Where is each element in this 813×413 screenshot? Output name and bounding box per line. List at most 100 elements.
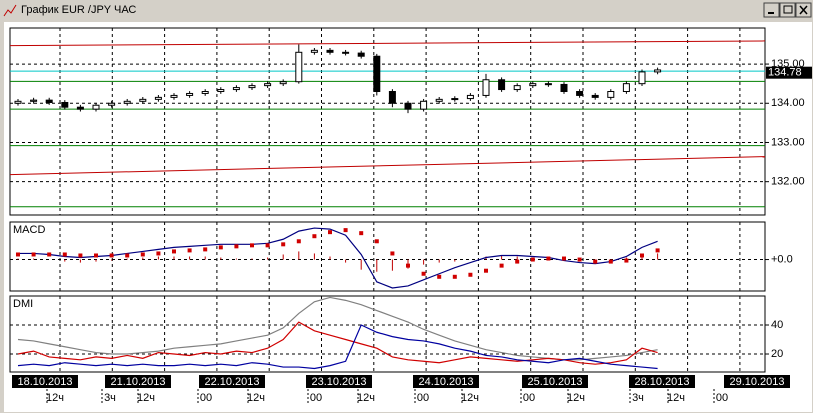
signal-dot [109,253,114,258]
maximize-button[interactable] [779,2,796,18]
level-line [9,156,766,176]
candle-body [404,102,412,110]
signal-dot [515,259,520,264]
candle-body [435,98,443,102]
signal-dot [296,239,301,244]
hour-label: 12ч [247,392,265,404]
candle-body [373,55,381,93]
signal-dot [140,252,145,257]
candle-body [544,83,552,86]
signal-dot [234,244,239,249]
panel-title: DMI [13,298,33,310]
y-tick-label: 134.00 [771,97,805,109]
last-price-box [766,66,812,79]
signal-dot [312,234,317,239]
panel-border [9,295,766,373]
signal-dot [328,230,332,235]
candle-body [342,51,350,54]
candle-body [498,79,506,91]
app-icon [3,4,17,17]
candle-body [326,49,334,53]
hour-label: 12ч [461,392,479,404]
signal-dot [78,253,83,258]
candle-body [466,94,474,100]
candle-body [560,83,568,93]
signal-dot [593,259,598,264]
date-label: 29.10.2013 [729,376,784,388]
hour-label: 12ч [357,392,375,404]
signal-dot [47,252,52,257]
date-label: 23.10.2013 [311,376,366,388]
panel-border [9,27,766,216]
date-box [12,375,78,388]
hour-label: 00 [523,392,535,404]
signal-dot [16,252,20,257]
candle-body [170,94,178,98]
candle-body [186,92,194,96]
signal-dot [452,274,457,279]
signal-dot [31,252,36,257]
date-box [629,375,695,388]
date-box [306,375,372,388]
signal-dot [125,253,130,258]
minimize-button[interactable] [763,2,780,18]
candle-body [264,83,272,87]
date-label: 24.10.2013 [418,376,473,388]
candle-body [45,99,53,103]
hour-label: 12ч [46,392,64,404]
signal-dot [421,271,426,276]
candle-body [529,83,537,87]
signal-dot [546,256,551,261]
candle-body [295,51,303,83]
signal-dot [655,248,660,253]
date-label: 21.10.2013 [110,376,165,388]
date-box [522,375,588,388]
hour-label: 3ч [632,392,644,404]
hour-label: 3ч [104,392,116,404]
series-line [18,227,658,289]
candle-body [576,91,584,96]
signal-dot [281,242,286,247]
candle-body [232,87,240,91]
level-line [9,40,766,47]
signal-dot [640,253,644,258]
close-button[interactable] [795,2,812,18]
title-bar [0,0,813,20]
series-line [17,321,658,365]
date-box [199,375,265,388]
signal-dot [359,231,364,236]
signal-dot [530,257,535,262]
candle-body [139,98,147,102]
signal-dot [343,228,348,233]
candle-body [654,69,662,73]
date-label: 22.10.2013 [204,376,259,388]
panel-border [9,221,766,292]
signal-dot [187,248,192,253]
date-label: 18.10.2013 [17,376,72,388]
signal-dot [390,251,395,256]
date-label: 28.10.2013 [634,376,689,388]
date-label: 25.10.2013 [527,376,582,388]
candle-body [108,102,116,106]
signal-dot [484,268,488,273]
date-box [105,375,171,388]
hour-label: 00 [200,392,212,404]
signal-dot [406,263,410,268]
signal-dot [468,272,473,277]
hour-label: 00 [310,392,322,404]
series-line [17,324,658,370]
signal-dot [562,256,566,261]
candle-body [217,89,225,93]
panel-title: MACD [13,224,45,236]
candle-body [201,91,209,94]
hour-label: 12ч [667,392,685,404]
candle-body [591,94,599,98]
candle-body [482,79,490,96]
candle-body [76,106,84,110]
signal-dot [62,252,67,257]
candle-body [513,85,521,91]
candle-body [154,96,162,100]
signal-dot [608,259,613,264]
candle-body [92,104,100,110]
